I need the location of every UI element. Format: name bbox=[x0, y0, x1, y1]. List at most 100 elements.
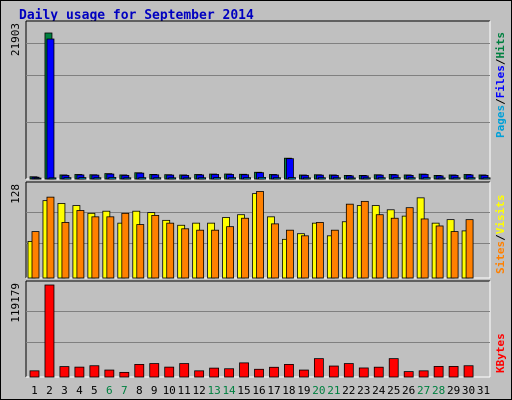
pages-bar bbox=[332, 177, 341, 180]
sites-bar bbox=[301, 235, 309, 279]
pages-bar bbox=[452, 177, 461, 180]
sites-bar bbox=[435, 225, 444, 279]
pages-bar bbox=[377, 177, 386, 180]
legend-pages-files-hits-part: Pages bbox=[494, 105, 507, 138]
legend-sites-visits-part: Visits bbox=[494, 195, 507, 235]
x-tick-label: 29 bbox=[447, 384, 460, 397]
x-tick-label: 6 bbox=[106, 384, 113, 397]
sites-bar bbox=[241, 217, 249, 279]
x-tick-label: 14 bbox=[222, 384, 236, 397]
sites-bar bbox=[226, 226, 234, 279]
x-tick-label: 23 bbox=[357, 384, 370, 397]
pages-bar bbox=[482, 177, 491, 180]
x-tick-label: 3 bbox=[61, 384, 68, 397]
x-tick-label: 27 bbox=[417, 384, 430, 397]
kbytes-bar bbox=[119, 371, 130, 378]
sites-bar bbox=[465, 219, 474, 279]
legend-kbytes: KBytes bbox=[494, 333, 507, 373]
sites-bar bbox=[420, 218, 429, 279]
pages-bar bbox=[213, 177, 222, 180]
sites-bar bbox=[76, 210, 85, 279]
sites-bar bbox=[271, 223, 279, 279]
chart-title: Daily usage for September 2014 bbox=[19, 8, 254, 23]
legend-sites-visits: Sites/Visits bbox=[494, 195, 507, 275]
sites-bar bbox=[91, 216, 100, 279]
x-tick-label: 4 bbox=[76, 384, 83, 397]
x-tick-label: 24 bbox=[372, 384, 386, 397]
x-tick-label: 12 bbox=[193, 384, 206, 397]
pages-bar bbox=[138, 177, 147, 180]
kbytes-bar bbox=[388, 358, 399, 378]
kbytes-bar bbox=[29, 370, 40, 378]
pages-bar bbox=[63, 177, 72, 180]
max-value-label: 21903 bbox=[9, 23, 22, 56]
sites-bar bbox=[286, 229, 294, 279]
x-tick-label: 18 bbox=[282, 384, 295, 397]
pages-bar bbox=[228, 177, 236, 180]
legend-kbytes-part: KBytes bbox=[494, 333, 507, 373]
legend-pages-files-hits-part: / bbox=[494, 98, 507, 105]
kbytes-bar bbox=[74, 366, 85, 378]
sites-bar bbox=[196, 229, 205, 279]
pages-bar bbox=[303, 177, 311, 180]
kbytes-bar bbox=[358, 367, 369, 378]
pages-bar bbox=[288, 177, 296, 180]
kbytes-bar bbox=[328, 365, 339, 378]
files-bar bbox=[286, 158, 294, 180]
legend-pages-files-hits-part: / bbox=[494, 58, 507, 65]
sites-bar bbox=[256, 191, 264, 279]
kbytes-bar bbox=[179, 363, 190, 378]
kbytes-bar bbox=[149, 363, 160, 378]
pages-bar bbox=[407, 177, 416, 180]
kbytes-bar bbox=[448, 366, 459, 378]
panel-bg bbox=[26, 281, 490, 377]
sites-bar bbox=[106, 216, 115, 279]
x-tick-label: 17 bbox=[267, 384, 280, 397]
x-tick-label: 22 bbox=[342, 384, 355, 397]
max-value-label: 128 bbox=[9, 184, 22, 204]
sites-bar bbox=[46, 196, 55, 279]
legend-pages-files-hits-part: Hits bbox=[494, 32, 507, 59]
pages-bar bbox=[258, 177, 266, 180]
kbytes-bar bbox=[104, 369, 115, 378]
x-tick-label: 21 bbox=[327, 384, 340, 397]
sites-bar bbox=[450, 231, 459, 279]
pages-bar bbox=[183, 177, 192, 180]
pages-bar bbox=[362, 177, 371, 180]
x-tick-label: 8 bbox=[136, 384, 143, 397]
sites-bar bbox=[360, 200, 369, 279]
sites-bar bbox=[315, 222, 324, 279]
legend-pages-files-hits-part: Files bbox=[494, 65, 507, 98]
x-tick-label: 2 bbox=[46, 384, 53, 397]
x-tick-label: 9 bbox=[151, 384, 158, 397]
legend-sites-visits-part: / bbox=[494, 234, 507, 241]
x-tick-label: 28 bbox=[432, 384, 445, 397]
panel-bg bbox=[26, 21, 490, 179]
sites-bar bbox=[405, 207, 414, 279]
kbytes-bar bbox=[299, 369, 309, 378]
pages-bar bbox=[422, 177, 431, 180]
kbytes-bar bbox=[209, 367, 220, 378]
sites-bar bbox=[330, 229, 339, 279]
x-tick-label: 19 bbox=[297, 384, 310, 397]
sites-bar bbox=[121, 212, 130, 279]
x-tick-label: 1 bbox=[31, 384, 38, 397]
sites-bar bbox=[61, 222, 70, 279]
x-tick-label: 16 bbox=[252, 384, 265, 397]
kbytes-bar bbox=[313, 358, 324, 378]
x-tick-label: 7 bbox=[121, 384, 128, 397]
x-tick-label: 20 bbox=[312, 384, 325, 397]
x-tick-label: 26 bbox=[402, 384, 415, 397]
kbytes-bar bbox=[284, 364, 294, 378]
kbytes-bar bbox=[44, 284, 55, 378]
kbytes-bar bbox=[239, 362, 249, 378]
x-tick-label: 25 bbox=[387, 384, 400, 397]
pages-bar bbox=[153, 177, 162, 180]
sites-bar bbox=[166, 222, 175, 279]
x-tick-label: 31 bbox=[477, 384, 490, 397]
pages-bar bbox=[243, 177, 251, 180]
sites-bar bbox=[151, 215, 160, 279]
kbytes-bar bbox=[224, 368, 234, 378]
